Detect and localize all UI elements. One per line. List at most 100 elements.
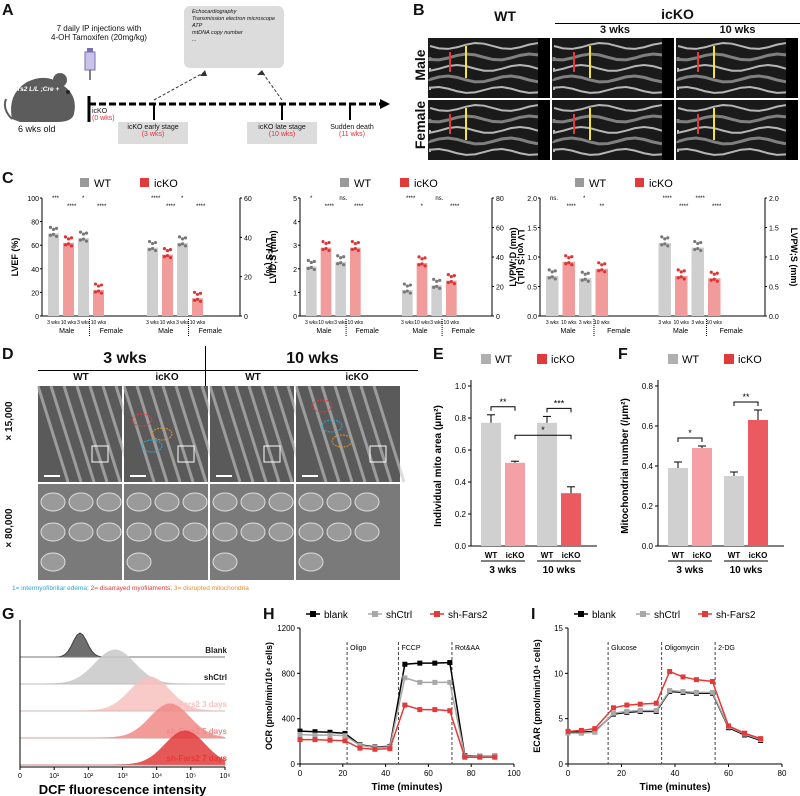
significance: **** <box>450 204 460 210</box>
data-point <box>553 269 557 273</box>
data-point <box>306 266 310 271</box>
echo-header-wt: WT <box>494 8 516 24</box>
myofibril <box>346 386 380 483</box>
legend-label-icko: icKO <box>649 178 673 190</box>
data-point <box>168 248 173 252</box>
x-tick-label: icKO <box>506 551 525 560</box>
legend-swatch-icko <box>724 354 734 364</box>
mitochondrion <box>154 522 180 542</box>
panel-e: WT icKO 0.0 0.2 0.4 0.6 0.8 1.0 Individual mito … <box>433 354 597 576</box>
significance: ** <box>742 392 750 402</box>
myofibril <box>88 386 122 483</box>
legend-marker <box>640 611 646 617</box>
data-point <box>624 708 630 714</box>
echo-trace <box>429 86 539 94</box>
mouse-genotype: Fars2 L/L ;Cre + <box>10 86 60 93</box>
mouse-icon <box>3 73 75 122</box>
data-point <box>353 246 357 251</box>
data-point <box>180 242 185 246</box>
tick-label: 100 <box>27 196 39 203</box>
legend-swatch-wt <box>575 178 584 187</box>
x-tick-label: 3 wks <box>334 320 347 326</box>
data-point <box>580 278 584 282</box>
y-axis-label: LV vol;S (μL) <box>516 230 526 285</box>
x-tick-label: 3 wks <box>546 320 559 326</box>
mitochondrion <box>182 492 208 512</box>
data-point <box>342 733 348 739</box>
data-point <box>165 249 170 253</box>
tick-label: 80 <box>778 769 787 778</box>
zoom-box <box>91 445 109 463</box>
data-point <box>583 272 587 276</box>
tick-label: 10² <box>83 773 94 780</box>
x-tick-label: icKO <box>693 551 712 560</box>
tick-label: 80 <box>496 196 504 203</box>
group-label: Female <box>607 328 630 335</box>
zoom-box <box>263 445 281 463</box>
tick-label: 0 <box>18 773 22 780</box>
data-point <box>297 728 303 734</box>
tick-label: 20 <box>617 769 626 778</box>
legend-marker <box>310 611 316 617</box>
timeline-graphic <box>87 70 390 122</box>
group-label: 3 wks <box>489 565 517 576</box>
data-point <box>726 723 731 729</box>
bar <box>505 462 525 546</box>
marker-label: 2-DG <box>718 645 735 652</box>
mitochondrion <box>298 522 324 542</box>
series-label: shCtrl <box>204 673 227 682</box>
data-point <box>550 275 554 279</box>
data-point <box>449 280 453 284</box>
group-label: Female <box>100 328 123 335</box>
data-point <box>709 678 715 684</box>
data-point <box>423 256 427 260</box>
data-point <box>51 232 56 236</box>
panel-g: Blank shCtrl sh-Fars2 3 days sh-Fars2 5 day… <box>18 620 230 796</box>
data-point <box>565 728 571 734</box>
x-tick-label: 3 wks <box>430 320 443 326</box>
data-point <box>682 277 686 281</box>
x-tick-label: 10 wks <box>348 320 364 326</box>
tick-label: 20 <box>338 769 347 778</box>
data-point <box>423 264 427 268</box>
tick-label: 0.0 <box>642 542 654 551</box>
echo-scale <box>786 38 798 98</box>
mitochondrion <box>68 522 94 542</box>
series-label: Blank <box>205 646 227 655</box>
x-tick-label: 10 wks <box>160 320 176 326</box>
tem-caption: 1= intermyofibrillar edema; 2= disarraye… <box>12 585 249 592</box>
x-axis-label: Time (minutes) <box>640 782 711 793</box>
data-point <box>147 247 152 252</box>
data-point <box>447 679 453 685</box>
group-label: Male <box>673 328 688 335</box>
data-point <box>312 259 316 264</box>
data-point <box>742 730 748 736</box>
bar <box>691 247 704 316</box>
assay-item: ... <box>192 37 197 43</box>
series-label: sh-Fars2 7 days <box>167 754 228 763</box>
group-label: Female <box>452 328 475 335</box>
echo-scale <box>538 38 550 98</box>
data-point <box>580 270 584 274</box>
tick-label: 0 <box>291 760 296 769</box>
data-point <box>660 243 664 247</box>
series-line <box>299 676 495 758</box>
data-point <box>446 273 450 277</box>
echo-scale <box>538 100 550 160</box>
tick-label: 0 <box>496 314 500 321</box>
data-point <box>402 702 408 708</box>
significance: **** <box>696 196 706 202</box>
bar <box>48 233 59 316</box>
bar <box>748 420 768 546</box>
data-point <box>447 660 453 666</box>
data-point <box>96 289 101 293</box>
data-point <box>432 285 436 289</box>
x-tick-label: 3 wks <box>47 320 60 326</box>
x-axis-label: DCF fluorescence intensity <box>39 782 207 796</box>
legend-label-icko: icKO <box>154 178 178 190</box>
data-point <box>309 265 313 270</box>
tick-label: 0.2 <box>455 510 467 519</box>
echo-trace <box>552 52 663 62</box>
timeline-label: Sudden death <box>330 124 374 131</box>
tick-label: 0.8 <box>455 414 467 423</box>
